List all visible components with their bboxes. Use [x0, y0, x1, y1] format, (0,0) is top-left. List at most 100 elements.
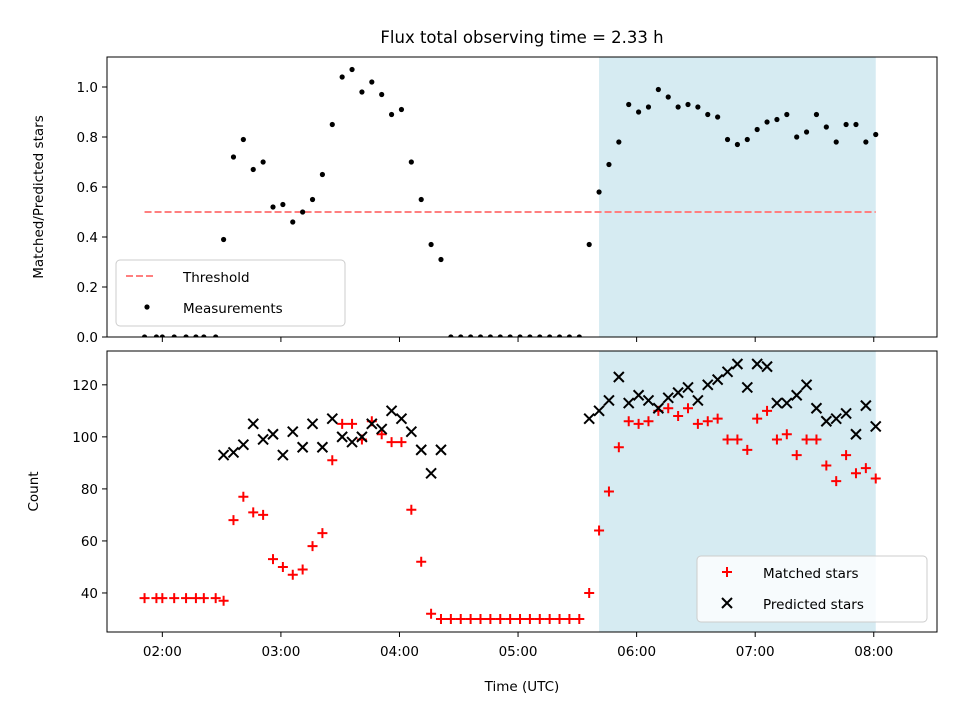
- matched-star-point: [327, 455, 338, 466]
- matched-star-point: [564, 613, 575, 624]
- chart-title: Flux total observing time = 2.33 h: [380, 28, 663, 47]
- y-tick-label: 0.8: [77, 130, 98, 146]
- matched-star-point: [317, 528, 328, 539]
- matched-star-point: [702, 416, 713, 427]
- matched-star-point: [287, 569, 298, 580]
- matched-star-point: [258, 509, 269, 520]
- measurement-point: [309, 196, 316, 203]
- measurement-point: [566, 334, 573, 337]
- y-axis-label: Count: [26, 471, 42, 511]
- matched-star-point: [396, 437, 407, 448]
- x-tick-label: 07:00: [736, 644, 775, 660]
- predicted-star-point: [642, 394, 655, 407]
- matched-star-point: [218, 595, 229, 606]
- predicted-star-point: [850, 428, 862, 440]
- measurement-point: [576, 334, 582, 337]
- matched-star-point: [515, 613, 526, 624]
- x-tick-label: 05:00: [499, 644, 538, 660]
- x-axis-label: Time (UTC): [484, 679, 560, 695]
- measurement-point: [497, 334, 503, 337]
- matched-star-point: [603, 486, 614, 497]
- plot-area: [141, 66, 879, 337]
- legend-matched-label: Matched stars: [763, 566, 859, 582]
- legend-box: [115, 259, 346, 327]
- matched-star-point: [544, 613, 555, 624]
- x-tick-label: 02:00: [143, 644, 182, 660]
- matched-star-point: [376, 429, 387, 440]
- y-tick-label: 0.2: [77, 280, 98, 296]
- bottom-subplot: 40 60 80 100 120 02:00 03:00 04:00 05:00 06:00 07:…: [26, 350, 938, 660]
- matched-star-point: [465, 613, 476, 624]
- measurement-point: [438, 256, 444, 263]
- matched-star-point: [228, 515, 239, 526]
- legend: Threshold Measurements: [115, 259, 346, 327]
- predicted-star-point: [830, 412, 842, 425]
- matched-star-point: [574, 613, 585, 624]
- matched-star-point: [268, 554, 278, 565]
- measurement-point: [280, 201, 286, 208]
- measurement-point: [349, 66, 355, 73]
- predicted-star-point: [415, 444, 427, 456]
- predicted-star-point: [702, 379, 714, 391]
- x-tick-label: 08:00: [854, 644, 893, 660]
- matched-star-point: [633, 418, 644, 429]
- predicted-star-point: [731, 358, 744, 370]
- legend-predicted-swatch: [721, 597, 733, 609]
- measurement-point: [230, 154, 237, 160]
- measurement-point: [517, 334, 523, 337]
- measurement-point: [784, 111, 790, 118]
- predicted-star-point: [395, 412, 408, 425]
- predicted-star-point: [296, 441, 309, 453]
- measurement-point: [734, 141, 741, 148]
- observing-span: [599, 57, 876, 337]
- matched-star-point: [771, 434, 782, 445]
- measurement-point: [408, 159, 414, 165]
- predicted-star-point: [781, 397, 793, 409]
- measurement-point: [695, 104, 701, 110]
- measurement-point: [556, 334, 563, 337]
- measurement-point: [754, 126, 760, 133]
- predicted-star-point: [237, 438, 250, 451]
- y-tick-label: 80: [81, 482, 98, 498]
- predicted-star-point: [860, 399, 872, 412]
- predicted-star-point: [761, 360, 773, 373]
- measurement-point: [507, 334, 513, 337]
- measurement-point: [685, 101, 691, 108]
- predicted-star-point: [593, 405, 605, 417]
- matched-star-point: [613, 442, 624, 453]
- matched-star-point: [475, 613, 486, 624]
- measurement-point: [527, 334, 533, 337]
- predicted-star-point: [711, 373, 724, 386]
- matched-star-point: [712, 413, 723, 424]
- measurement-point: [201, 334, 207, 337]
- measurement-point: [537, 334, 543, 337]
- predicted-star-point: [217, 449, 230, 461]
- measurement-point: [213, 334, 219, 337]
- predicted-star-point: [326, 412, 338, 425]
- predicted-star-point: [790, 389, 803, 401]
- measurement-point: [319, 171, 326, 178]
- measurement-point: [794, 134, 800, 140]
- measurement-point: [873, 131, 879, 138]
- predicted-star-point: [306, 418, 319, 430]
- measurement-point: [655, 86, 661, 93]
- measurement-point: [379, 91, 385, 98]
- predicted-star-point: [741, 381, 753, 394]
- matched-star-point: [663, 403, 674, 414]
- measurement-point: [250, 166, 256, 173]
- measurement-point: [153, 334, 160, 337]
- matched-star-point: [524, 613, 535, 624]
- measurement-point: [339, 74, 345, 80]
- measurement-point: [448, 334, 454, 337]
- measurement-point: [260, 159, 266, 165]
- predicted-star-point: [405, 425, 418, 438]
- y-axis-label: Matched/Predicted stars: [31, 115, 47, 278]
- x-tick-label: 03:00: [261, 644, 300, 660]
- matched-star-point: [139, 593, 150, 604]
- predicted-star-point: [662, 392, 674, 404]
- matched-star-point: [485, 613, 496, 624]
- predicted-star-point: [692, 394, 704, 407]
- matched-star-point: [347, 418, 358, 429]
- measurement-point: [606, 161, 612, 168]
